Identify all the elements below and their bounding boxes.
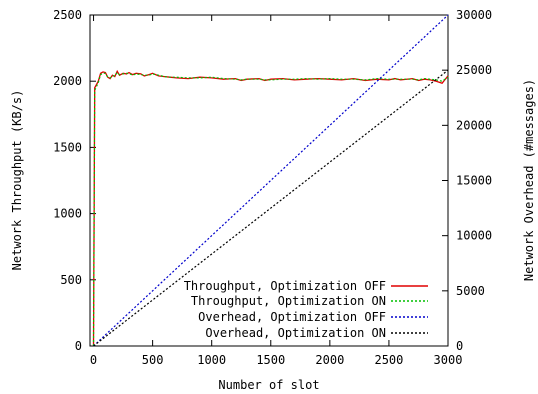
y2-tick-label: 15000	[456, 174, 492, 188]
series-line-4	[93, 69, 449, 347]
y2-tick-label: 20000	[456, 118, 492, 132]
x-tick-label: 1500	[256, 353, 285, 367]
y2-tick-label: 0	[456, 339, 463, 353]
legend: Throughput, Optimization OFFThroughput, …	[184, 279, 428, 340]
y2-axis-label: Network Overhead (#messages)	[522, 79, 536, 281]
series-line-2	[92, 71, 449, 347]
y-axis-label: Network Throughput (KB/s)	[10, 90, 24, 271]
legend-label: Throughput, Optimization ON	[191, 294, 386, 308]
y-tick-label: 0	[75, 339, 82, 353]
x-tick-label: 2000	[315, 353, 344, 367]
y-tick-label: 1500	[53, 140, 82, 154]
y-tick-label: 2500	[53, 8, 82, 22]
y2-tick-label: 10000	[456, 229, 492, 243]
axis-ticks: 0 500 1000 1500 2000 2500 30000500100015002000…	[53, 8, 492, 367]
y-tick-label: 1000	[53, 207, 82, 221]
x-tick-label: 500	[142, 353, 164, 367]
y-tick-label: 2000	[53, 74, 82, 88]
x-tick-label: 2500	[374, 353, 403, 367]
legend-label: Overhead, Optimization ON	[205, 326, 386, 340]
legend-label: Throughput, Optimization OFF	[184, 279, 386, 293]
x-tick-label: 3000	[434, 353, 463, 367]
y2-tick-label: 30000	[456, 8, 492, 22]
y2-tick-label: 25000	[456, 63, 492, 77]
series-line-3	[93, 14, 449, 347]
x-tick-label: 1000	[197, 353, 226, 367]
series-lines	[92, 14, 449, 347]
legend-label: Overhead, Optimization OFF	[198, 310, 386, 324]
y-tick-label: 500	[60, 273, 82, 287]
y2-tick-label: 5000	[456, 284, 485, 298]
x-tick-label: 0	[90, 353, 97, 367]
x-axis-label: Number of slot	[218, 378, 319, 392]
